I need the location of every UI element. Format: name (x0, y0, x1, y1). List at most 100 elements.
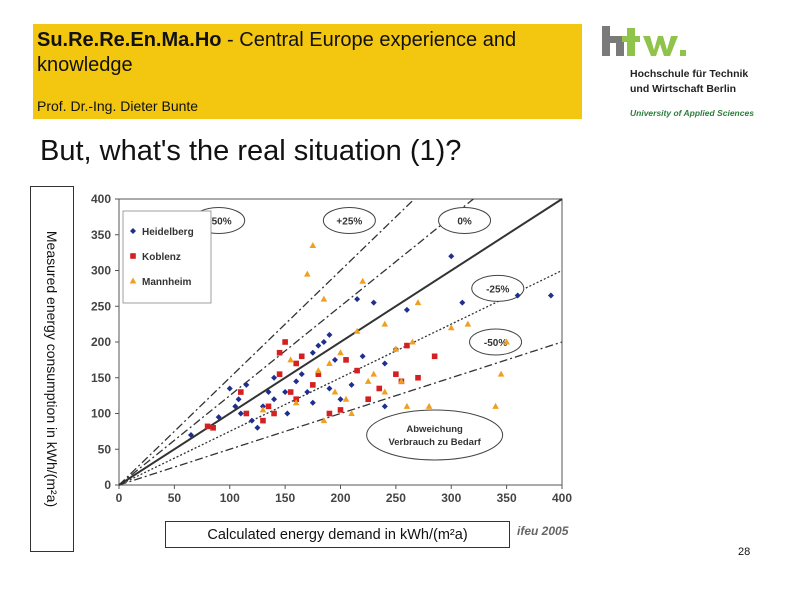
x-axis-label: Calculated energy demand in kWh/(m²a) (165, 521, 510, 548)
x-tick-label-6: 300 (441, 491, 461, 505)
header-author: Prof. Dr.-Ing. Dieter Bunte (37, 98, 199, 114)
point-heidelberg-35 (309, 399, 316, 406)
point-heidelberg-30 (403, 306, 410, 313)
point-heidelberg-27 (381, 360, 388, 367)
point-heidelberg-2 (226, 385, 233, 392)
logo-line-2: und Wirtschaft Berlin (630, 83, 737, 95)
chart-svg: 0 50 100 150 200 250 300 350 400 0 50 100 150 200 250 3… (91, 192, 572, 505)
point-heidelberg-28 (381, 403, 388, 410)
legend-marker-0 (130, 228, 136, 234)
x-tick-label-3: 150 (275, 491, 295, 505)
point-mannheim-18 (425, 402, 433, 409)
point-mannheim-23 (503, 338, 510, 345)
logo-line-1: Hochschule für Technik (630, 68, 749, 80)
point-heidelberg-8 (259, 403, 266, 410)
logo-line-3: University of Applied Sciences (630, 108, 754, 118)
point-mannheim-1 (309, 241, 317, 248)
point-koblenz-22 (404, 342, 410, 349)
annotation-line-0: Abweichung (406, 424, 463, 435)
point-koblenz-2 (238, 389, 244, 395)
x-tick-label-7: 350 (497, 491, 517, 505)
reference-label-2: 0% (457, 216, 472, 227)
point-koblenz-1 (210, 425, 216, 431)
point-heidelberg-24 (354, 296, 361, 303)
point-heidelberg-26 (370, 299, 377, 306)
source-label: ifeu 2005 (517, 524, 569, 538)
point-mannheim-14 (398, 377, 405, 384)
point-koblenz-24 (431, 353, 438, 360)
point-heidelberg-14 (293, 378, 300, 385)
point-mannheim-22 (497, 370, 505, 377)
point-koblenz-20 (393, 371, 399, 377)
reference-line-0 (118, 198, 415, 486)
point-mannheim-9 (353, 327, 361, 334)
point-mannheim-27 (381, 320, 389, 327)
reference-label-bubble-2 (438, 206, 492, 234)
point-heidelberg-16 (304, 389, 311, 396)
point-mannheim-3 (315, 367, 322, 374)
point-heidelberg-23 (348, 381, 355, 388)
legend-label-1: Koblenz (142, 252, 181, 263)
legend-box (122, 210, 212, 304)
htw-logo: Hochschule für Technik und Wirtschaft Be… (600, 24, 760, 120)
reference-line-1 (118, 198, 474, 486)
y-tick-label-5: 250 (91, 299, 111, 313)
legend-marker-1 (130, 253, 136, 259)
header-banner: Su.Re.Re.En.Ma.Ho - Central Europe exper… (33, 24, 582, 119)
legend-label-0: Heidelberg (142, 227, 194, 238)
point-heidelberg-21 (326, 385, 333, 392)
point-koblenz-16 (343, 357, 349, 363)
reference-label-bubble-4 (469, 328, 523, 356)
point-mannheim-19 (447, 324, 455, 331)
point-heidelberg-37 (331, 356, 338, 363)
y-axis-label: Measured energy consumption in kWh/(m²a) (30, 186, 74, 552)
header-title-bold: Su.Re.Re.En.Ma.Ho (37, 29, 222, 51)
y-axis-label-text: Measured energy consumption in kWh/(m²a) (44, 230, 60, 508)
point-mannheim-25 (320, 417, 328, 424)
point-mannheim-28 (292, 399, 300, 406)
reference-label-bubble-1 (322, 206, 376, 234)
point-heidelberg-36 (254, 424, 261, 431)
point-heidelberg-19 (320, 339, 327, 345)
point-heidelberg-9 (265, 389, 272, 396)
point-koblenz-23 (415, 374, 421, 381)
htw-logo-mark (602, 26, 686, 56)
reference-label-3: -25% (486, 284, 509, 295)
point-koblenz-19 (376, 385, 383, 392)
point-heidelberg-20 (326, 331, 333, 338)
point-mannheim-29 (259, 406, 267, 413)
annotation-line-1: Verbrauch zu Bedarf (388, 437, 481, 448)
x-tick-label-5: 250 (386, 491, 406, 505)
point-mannheim-13 (392, 345, 400, 352)
point-koblenz-18 (365, 396, 371, 402)
x-tick-label-8: 400 (552, 491, 572, 505)
point-koblenz-9 (282, 339, 288, 345)
point-heidelberg-3 (232, 403, 239, 410)
point-heidelberg-12 (282, 389, 289, 396)
point-mannheim-15 (403, 402, 411, 409)
annotation-bubble (366, 409, 504, 461)
y-tick-label-2: 100 (91, 407, 111, 421)
point-heidelberg-7 (248, 417, 255, 424)
point-mannheim-0 (303, 270, 311, 277)
slide-title: But, what's the real situation (1)? (40, 135, 462, 167)
point-koblenz-6 (271, 410, 277, 417)
point-heidelberg-1 (215, 414, 222, 421)
x-tick-label-1: 50 (168, 491, 182, 505)
point-mannheim-20 (464, 320, 472, 327)
point-mannheim-10 (364, 377, 372, 384)
point-heidelberg-11 (271, 374, 278, 381)
point-koblenz-17 (354, 367, 360, 374)
point-koblenz-25 (293, 396, 299, 402)
point-heidelberg-5 (237, 410, 244, 417)
scatter-chart: 0 50 100 150 200 250 300 350 400 0 50 100 150 200 250 3… (79, 186, 587, 552)
point-mannheim-12 (381, 388, 389, 395)
point-koblenz-0 (204, 423, 211, 430)
point-mannheim-8 (348, 410, 355, 416)
point-koblenz-4 (260, 417, 266, 424)
point-mannheim-17 (414, 299, 422, 306)
point-heidelberg-18 (315, 342, 322, 349)
point-heidelberg-0 (187, 431, 194, 438)
y-tick-label-3: 150 (91, 371, 111, 385)
point-mannheim-4 (320, 295, 328, 302)
